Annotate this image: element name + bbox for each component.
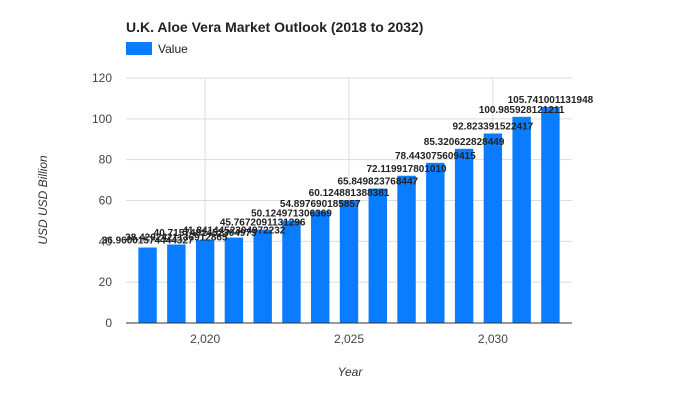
bar — [311, 210, 330, 323]
bar — [512, 116, 531, 323]
data-label: 78.443075609415 — [395, 151, 476, 162]
bar — [483, 133, 503, 323]
data-label: 36.96001574444327 — [102, 236, 194, 247]
bar — [138, 247, 157, 323]
bar — [397, 175, 416, 323]
y-tick-label: 100 — [92, 112, 112, 126]
y-tick-label: 40 — [99, 234, 113, 248]
x-tick-label: 2,025 — [334, 332, 364, 346]
data-label: 40.7157481452304975 — [154, 228, 257, 239]
y-axis-label: USD USD Billion — [36, 155, 50, 245]
y-tick-label: 120 — [92, 71, 112, 85]
x-axis-label: Year — [338, 365, 364, 379]
data-label: 54.897690185857 — [280, 199, 361, 210]
data-label: 38.4202421136912865 — [125, 233, 228, 244]
bar-series — [138, 107, 560, 323]
bar — [195, 239, 215, 323]
bar — [454, 148, 474, 323]
legend: Value — [126, 42, 188, 56]
bar — [167, 244, 186, 323]
y-tick-label: 60 — [99, 194, 113, 208]
data-label: 105.741001131948 — [508, 95, 594, 106]
legend-swatch — [126, 42, 152, 55]
bar — [339, 200, 359, 323]
data-label: 92.823391522417 — [453, 121, 534, 132]
chart-title: U.K. Aloe Vera Market Outlook (2018 to 2… — [126, 19, 423, 35]
bar — [368, 188, 387, 323]
y-tick-label: 80 — [99, 153, 113, 167]
bar — [282, 220, 301, 323]
bar — [253, 229, 272, 323]
data-label: 41.8414452304972232 — [182, 226, 285, 237]
data-label: 85.320622828449 — [424, 137, 505, 148]
data-label: 60.124881388381 — [309, 188, 390, 199]
x-tick-label: 2,020 — [190, 332, 220, 346]
bar — [541, 107, 560, 323]
data-labels: 36.9600157444432738.420242113691286540.7… — [102, 95, 594, 246]
bar — [224, 237, 244, 323]
x-tick-label: 2,030 — [478, 332, 508, 346]
x-axis: 2,020 2,025 2,030 — [190, 332, 508, 346]
y-tick-label: 0 — [105, 316, 112, 330]
legend-label: Value — [158, 42, 188, 56]
data-label: 45.7672091131296 — [220, 218, 306, 229]
y-axis: 0 20 40 60 80 100 120 — [92, 71, 112, 330]
bar — [426, 162, 445, 323]
data-label: 50.124971306369 — [251, 209, 332, 220]
data-label: 100.985928121211 — [479, 105, 565, 116]
data-label: 65.849823768447 — [337, 177, 418, 188]
data-label: 72.119917801010 — [367, 164, 448, 175]
y-tick-label: 20 — [99, 275, 113, 289]
